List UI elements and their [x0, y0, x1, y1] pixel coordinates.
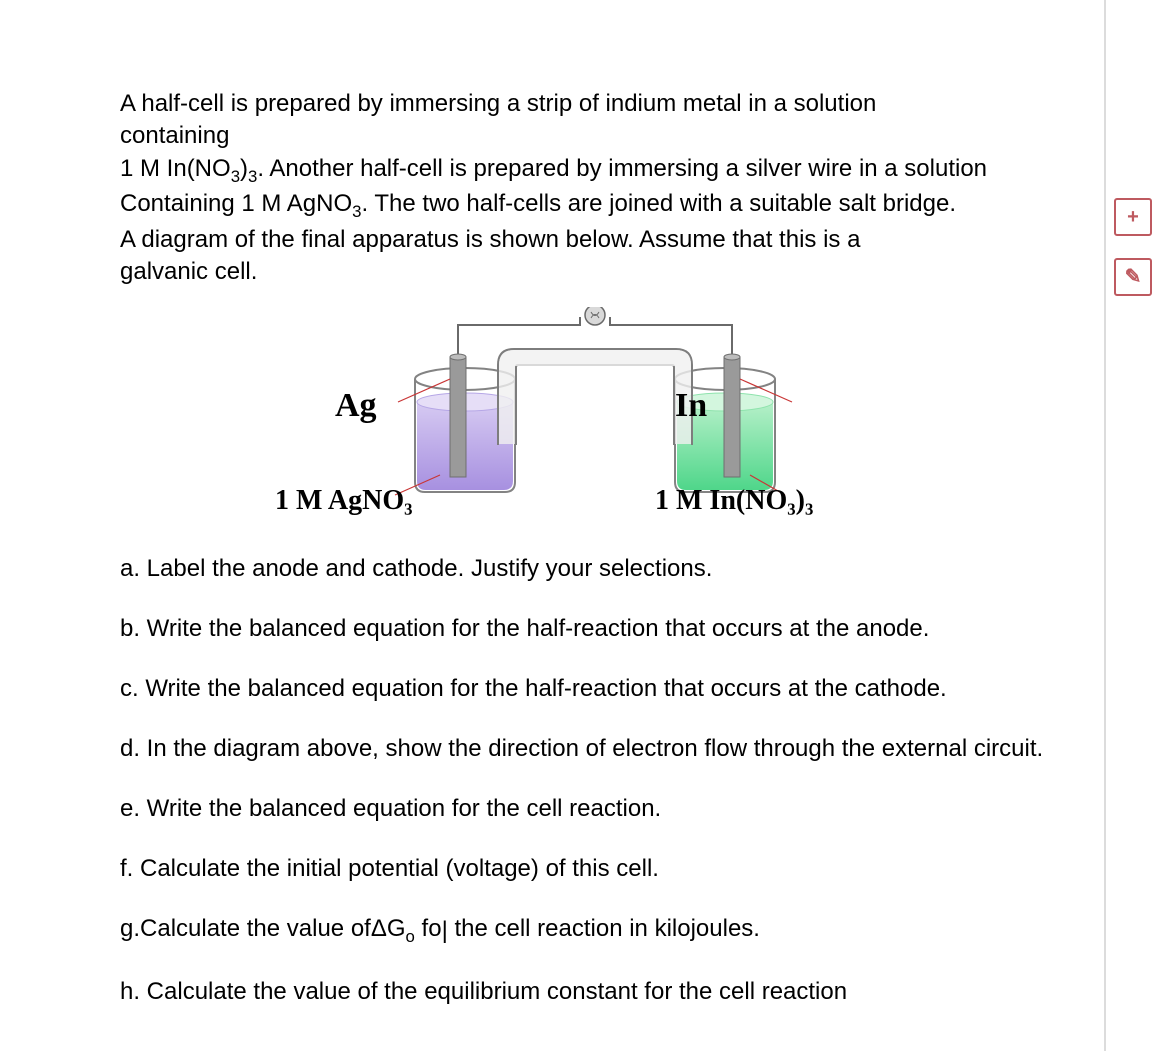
question-a: a. Label the anode and cathode. Justify …	[120, 555, 1122, 583]
label-left-electrode: Ag	[335, 387, 377, 425]
questions-list: a. Label the anode and cathode. Justify …	[120, 555, 1122, 1007]
question-g: g.Calculate the value ofΔGo fo| the cell…	[120, 915, 1122, 947]
question-h: h. Calculate the value of the equilibriu…	[120, 978, 1122, 1006]
intro-line-1: A half-cell is prepared by immersing a s…	[120, 90, 876, 149]
question-d: d. In the diagram above, show the direct…	[120, 735, 1122, 763]
label-right-solution: 1 M In(NO₃)₃	[655, 485, 813, 517]
intro-line-3: Containing 1 M AgNO3. The two half-cells…	[120, 190, 956, 217]
intro-paragraph: A half-cell is prepared by immersing a s…	[120, 88, 990, 289]
intro-line-5: galvanic cell.	[120, 258, 257, 285]
question-c: c. Write the balanced equation for the h…	[120, 675, 1122, 703]
diagram-area: Ag In 1 M AgNO₃ 1 M In(NO₃)₃	[120, 307, 1122, 537]
page: + ✎ A half-cell is prepared by immersing…	[0, 0, 1152, 1051]
plus-icon: +	[1127, 207, 1139, 227]
label-left-solution: 1 M AgNO₃	[275, 485, 413, 517]
side-toolbar: + ✎	[1114, 198, 1152, 296]
label-right-electrode: In	[675, 387, 707, 425]
question-e: e. Write the balanced equation for the c…	[120, 795, 1122, 823]
intro-line-2: 1 M In(NO3)3. Another half-cell is prepa…	[120, 155, 987, 182]
expand-icon[interactable]: +	[1114, 198, 1152, 236]
question-f: f. Calculate the initial potential (volt…	[120, 855, 1122, 883]
intro-line-4: A diagram of the final apparatus is show…	[120, 226, 860, 253]
pencil-icon: ✎	[1125, 267, 1142, 287]
question-b: b. Write the balanced equation for the h…	[120, 615, 1122, 643]
annotate-icon[interactable]: ✎	[1114, 258, 1152, 296]
